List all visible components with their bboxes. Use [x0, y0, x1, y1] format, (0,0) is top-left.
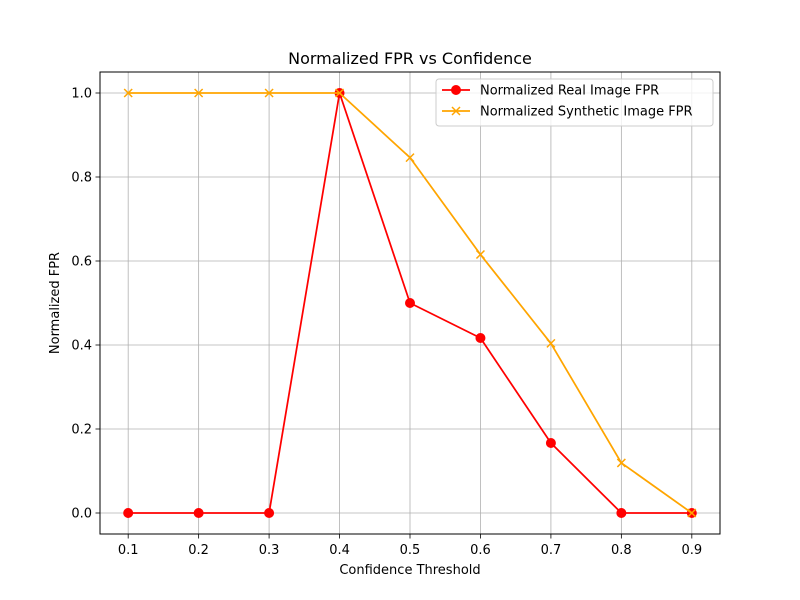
y-tick-label: 0.4: [71, 339, 92, 354]
data-point: [545, 437, 556, 448]
data-point: [264, 88, 274, 98]
data-point: [193, 508, 204, 518]
x-tick-label: 0.6: [470, 543, 491, 558]
data-point: [546, 338, 556, 348]
x-tick-label: 0.8: [611, 543, 632, 558]
x-tick-label: 0.1: [118, 543, 139, 558]
x-tick-label: 0.5: [400, 543, 421, 558]
data-point: [123, 88, 133, 98]
data-point: [405, 298, 415, 308]
legend-label: Normalized Synthetic Image FPR: [480, 105, 693, 120]
y-tick-label: 0.8: [71, 171, 92, 186]
data-point: [616, 458, 626, 468]
x-tick-label: 0.7: [541, 543, 562, 558]
y-axis-label: Normalized FPR: [48, 252, 63, 354]
legend-entry: Normalized Synthetic Image FPR: [442, 105, 693, 120]
x-tick-label: 0.3: [259, 543, 280, 558]
legend-marker: [451, 85, 461, 95]
y-tick-label: 0.6: [71, 255, 92, 270]
series-synthetic: [123, 88, 697, 518]
x-tick-label: 0.2: [188, 543, 209, 558]
y-tick-label: 0.0: [71, 507, 92, 522]
data-point: [475, 250, 485, 260]
data-point: [123, 508, 134, 518]
y-tick-label: 1.0: [71, 87, 92, 102]
data-point: [335, 88, 345, 98]
axis-ticks: 0.1 0.2 0.3 0.4 0.5 0.6 0.7 0.8 0.9 0.0 0.2 0.4 0.6 0…: [71, 87, 702, 559]
legend-entry: Normalized Real Image FPR: [442, 84, 659, 99]
x-tick-label: 0.9: [681, 543, 702, 558]
data-point: [687, 508, 697, 518]
data-point: [194, 88, 204, 98]
data-point: [616, 508, 627, 518]
data-point: [264, 508, 275, 518]
plot-series: [123, 88, 697, 518]
legend-label: Normalized Real Image FPR: [480, 84, 659, 99]
data-point: [475, 332, 486, 343]
x-axis-label: Confidence Threshold: [339, 563, 480, 578]
data-point: [405, 153, 415, 163]
y-tick-label: 0.2: [71, 423, 92, 438]
x-tick-label: 0.4: [329, 543, 350, 558]
chart-title: Normalized FPR vs Confidence: [288, 49, 532, 68]
legend-box: [435, 78, 714, 127]
legend-marker: [451, 106, 461, 116]
legend: Normalized Real Image FPR Normalized Synt…: [435, 78, 714, 127]
